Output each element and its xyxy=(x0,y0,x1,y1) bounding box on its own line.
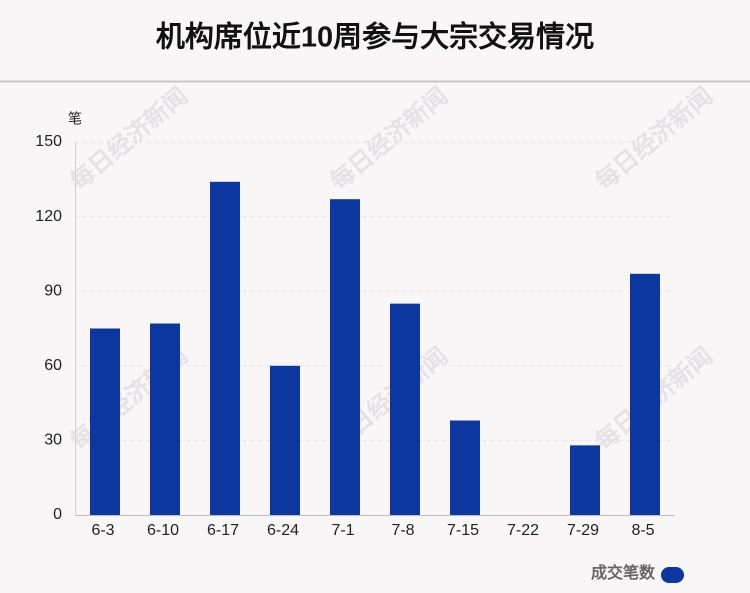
x-tick-label: 8-5 xyxy=(631,522,654,539)
y-tick-label: 0 xyxy=(53,506,62,523)
bar xyxy=(570,445,600,515)
x-tick-label: 6-24 xyxy=(267,522,299,539)
x-tick-label: 6-10 xyxy=(147,522,179,539)
y-tick-label: 30 xyxy=(44,432,62,449)
x-tick-label: 7-1 xyxy=(331,522,354,539)
chart-title: 机构席位近10周参与大宗交易情况 xyxy=(156,20,594,54)
legend-swatch xyxy=(661,567,684,583)
bar xyxy=(450,420,480,515)
y-tick-label: 60 xyxy=(44,357,62,374)
x-tick-label: 7-29 xyxy=(567,522,599,539)
bar xyxy=(630,273,660,515)
bar xyxy=(270,365,300,515)
bar xyxy=(330,199,360,515)
y-tick-label: 90 xyxy=(44,282,62,299)
bar xyxy=(90,328,120,515)
y-tick-label: 150 xyxy=(35,133,62,150)
bar xyxy=(390,303,420,515)
y-tick-label: 120 xyxy=(35,208,62,225)
legend-label: 成交笔数 xyxy=(591,563,656,582)
bar xyxy=(150,323,180,515)
x-tick-label: 7-8 xyxy=(391,522,414,539)
y-unit: 笔 xyxy=(68,111,82,127)
bar xyxy=(210,181,240,515)
x-tick-label: 6-3 xyxy=(91,522,114,539)
x-tick-label: 7-22 xyxy=(507,522,539,539)
x-tick-label: 7-15 xyxy=(447,522,479,539)
x-tick-label: 6-17 xyxy=(207,522,239,539)
